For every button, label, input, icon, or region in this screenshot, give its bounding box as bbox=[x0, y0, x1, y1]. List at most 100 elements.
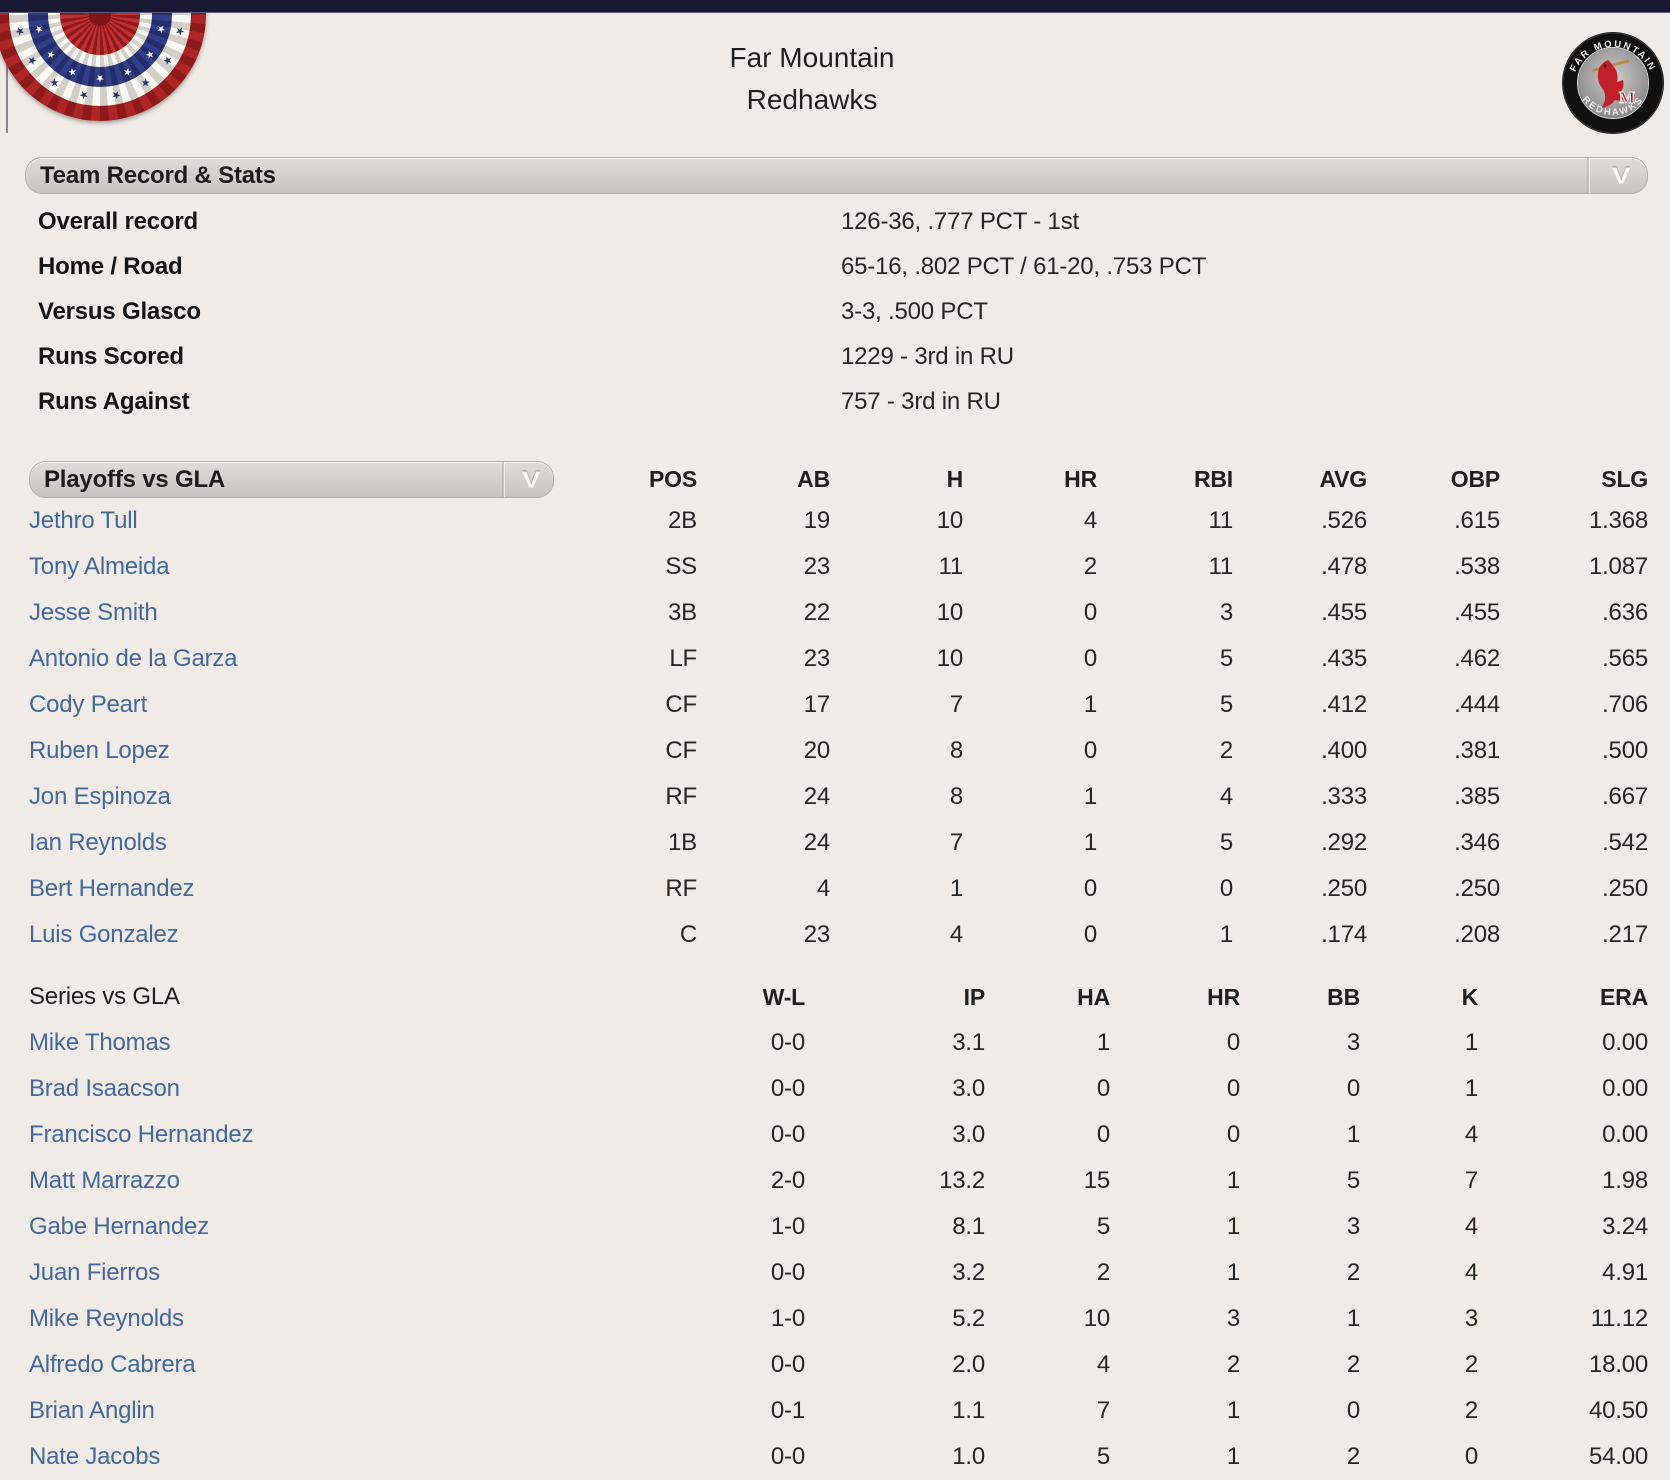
stat-cell: 1 bbox=[1096, 1029, 1110, 1056]
team-record-stats-bar[interactable]: Team Record & Stats V bbox=[25, 157, 1648, 194]
player-name-link[interactable]: Tony Almeida bbox=[29, 553, 170, 580]
stat-cell: 2 bbox=[1464, 1351, 1478, 1378]
player-name-link[interactable]: Juan Fierros bbox=[29, 1259, 160, 1286]
player-name-link[interactable]: Cody Peart bbox=[29, 691, 148, 718]
record-row: Runs Against 757 - 3rd in RU bbox=[25, 379, 1648, 424]
player-name-link[interactable]: Francisco Hernandez bbox=[29, 1121, 254, 1148]
stat-cell: 10 bbox=[936, 507, 963, 534]
player-name-link[interactable]: Brad Isaacson bbox=[29, 1075, 180, 1102]
record-row: Home / Road 65-16, .802 PCT / 61-20, .753… bbox=[25, 244, 1648, 289]
chevron-down-icon[interactable]: V bbox=[1587, 158, 1653, 193]
stat-cell: 1 bbox=[1226, 1259, 1240, 1286]
stat-cell: 0 bbox=[1346, 1397, 1360, 1424]
player-name-link[interactable]: Jethro Tull bbox=[29, 507, 138, 534]
player-name-link[interactable]: Jon Espinoza bbox=[29, 783, 171, 810]
player-name-link[interactable]: Antonio de la Garza bbox=[29, 645, 238, 672]
stat-cell: 3 bbox=[1226, 1305, 1240, 1332]
player-name-link[interactable]: Gabe Hernandez bbox=[29, 1213, 209, 1240]
stat-cell: 2 bbox=[1346, 1259, 1360, 1286]
player-name-link[interactable]: Brian Anglin bbox=[29, 1397, 155, 1424]
stat-cell: 5 bbox=[1346, 1167, 1360, 1194]
stat-cell: 5 bbox=[1096, 1443, 1110, 1470]
stat-cell: 22 bbox=[803, 599, 830, 626]
stat-cell: .565 bbox=[1602, 645, 1648, 672]
stat-cell: 0-1 bbox=[770, 1397, 805, 1424]
player-name-link[interactable]: Matt Marrazzo bbox=[29, 1167, 180, 1194]
column-header-era: ERA bbox=[1600, 983, 1648, 1010]
player-name-cell: Brad Isaacson bbox=[25, 1075, 570, 1103]
stat-cell: 0.00 bbox=[1602, 1029, 1648, 1056]
bunting-center bbox=[89, 13, 111, 26]
column-header-hr: HR bbox=[1064, 466, 1097, 492]
player-name-cell: Ruben Lopez bbox=[25, 737, 570, 765]
record-value: 1229 - 3rd in RU bbox=[841, 342, 1014, 370]
player-name-link[interactable]: Luis Gonzalez bbox=[29, 921, 179, 948]
stat-cell: 5.2 bbox=[952, 1305, 985, 1332]
record-label: Overall record bbox=[38, 207, 198, 235]
stat-cell: 11 bbox=[1208, 507, 1233, 534]
stat-cell: .435 bbox=[1321, 645, 1367, 672]
stat-cell: 7 bbox=[949, 829, 963, 856]
batting-table: Jethro Tull 2B 19 10 4 11.526.615 1.368 Tony Al… bbox=[25, 498, 1648, 958]
batting-split-selector[interactable]: Playoffs vs GLA V bbox=[29, 461, 554, 498]
stat-cell: 8 bbox=[949, 737, 963, 764]
player-name-link[interactable]: Jesse Smith bbox=[29, 599, 158, 626]
stat-cell: 2 bbox=[1346, 1443, 1360, 1470]
stat-cell: 2B bbox=[668, 507, 697, 534]
stat-cell: 7 bbox=[1464, 1167, 1478, 1194]
stat-cell: 4 bbox=[1219, 783, 1233, 810]
stat-cell: 5 bbox=[1096, 1213, 1110, 1240]
stat-cell: 0 bbox=[1096, 1075, 1110, 1102]
stat-cell: 1.0 bbox=[952, 1443, 985, 1470]
main-content: Team Record & Stats V Overall record 126-… bbox=[0, 157, 1670, 1480]
player-name-cell: Juan Fierros bbox=[25, 1259, 570, 1287]
player-name-cell: Luis Gonzalez bbox=[25, 921, 570, 949]
team-title: Far Mountain Redhawks bbox=[0, 37, 1624, 121]
batting-header-row: Playoffs vs GLA V POS AB H HR RBI AVG OBP SLG bbox=[25, 461, 1648, 498]
stat-cell: 2 bbox=[1346, 1351, 1360, 1378]
player-name-link[interactable]: Ruben Lopez bbox=[29, 737, 170, 764]
player-name-link[interactable]: Bert Hernandez bbox=[29, 875, 195, 902]
column-header-ha: HA bbox=[1077, 983, 1110, 1010]
stat-cell: 3.0 bbox=[952, 1121, 985, 1148]
stat-cell: 3.0 bbox=[952, 1075, 985, 1102]
pitching-table: Mike Thomas 0-0 3.1 1 0 3 1 0.00 Brad Isaacson 0-… bbox=[25, 1020, 1648, 1480]
column-header-ip: IP bbox=[963, 983, 986, 1010]
record-row: Runs Scored 1229 - 3rd in RU bbox=[25, 334, 1648, 379]
record-label: Home / Road bbox=[38, 252, 183, 280]
stat-cell: 1 bbox=[1346, 1121, 1360, 1148]
stat-cell: 8.1 bbox=[952, 1213, 985, 1240]
player-name-link[interactable]: Alfredo Cabrera bbox=[29, 1351, 196, 1378]
stat-cell: 1.087 bbox=[1588, 553, 1648, 580]
stat-cell: 2.0 bbox=[952, 1351, 985, 1378]
pitcher-row: Francisco Hernandez 0-0 3.0 0 0 1 4 0.00 bbox=[25, 1112, 1648, 1158]
stat-cell: 24 bbox=[803, 829, 830, 856]
column-header-w-l: W-L bbox=[762, 983, 806, 1010]
stat-cell: 0 bbox=[1096, 1121, 1110, 1148]
stat-cell: 18.00 bbox=[1588, 1351, 1648, 1378]
stat-cell: 11.12 bbox=[1590, 1305, 1648, 1332]
pitcher-row: Nate Jacobs 0-0 1.0 5 1 2 0 54.00 bbox=[25, 1434, 1648, 1480]
record-label: Runs Scored bbox=[38, 342, 184, 370]
player-name-link[interactable]: Mike Thomas bbox=[29, 1029, 171, 1056]
stat-cell: 4 bbox=[949, 921, 963, 948]
stat-cell: 1 bbox=[1219, 921, 1233, 948]
player-name-link[interactable]: Nate Jacobs bbox=[29, 1443, 161, 1470]
batting-selector-cell: Playoffs vs GLA V bbox=[25, 461, 570, 498]
stat-cell: .333 bbox=[1321, 783, 1367, 810]
player-name-link[interactable]: Mike Reynolds bbox=[29, 1305, 184, 1332]
stat-cell: 0-0 bbox=[770, 1121, 805, 1148]
pitcher-row: Mike Reynolds 1-0 5.2 10 3 1 3 11.12 bbox=[25, 1296, 1648, 1342]
player-name-cell: Alfredo Cabrera bbox=[25, 1351, 570, 1379]
chevron-down-icon[interactable]: V bbox=[502, 462, 558, 497]
player-name-cell: Matt Marrazzo bbox=[25, 1167, 570, 1195]
stat-cell: .667 bbox=[1602, 783, 1648, 810]
stat-cell: .542 bbox=[1602, 829, 1648, 856]
stat-cell: 1 bbox=[1226, 1397, 1240, 1424]
stat-cell: 3 bbox=[1219, 599, 1233, 626]
stat-cell: 0-0 bbox=[770, 1029, 805, 1056]
player-name-link[interactable]: Ian Reynolds bbox=[29, 829, 167, 856]
stat-cell: 3 bbox=[1346, 1213, 1360, 1240]
record-value: 126-36, .777 PCT - 1st bbox=[841, 207, 1079, 235]
stat-cell: 23 bbox=[803, 645, 830, 672]
